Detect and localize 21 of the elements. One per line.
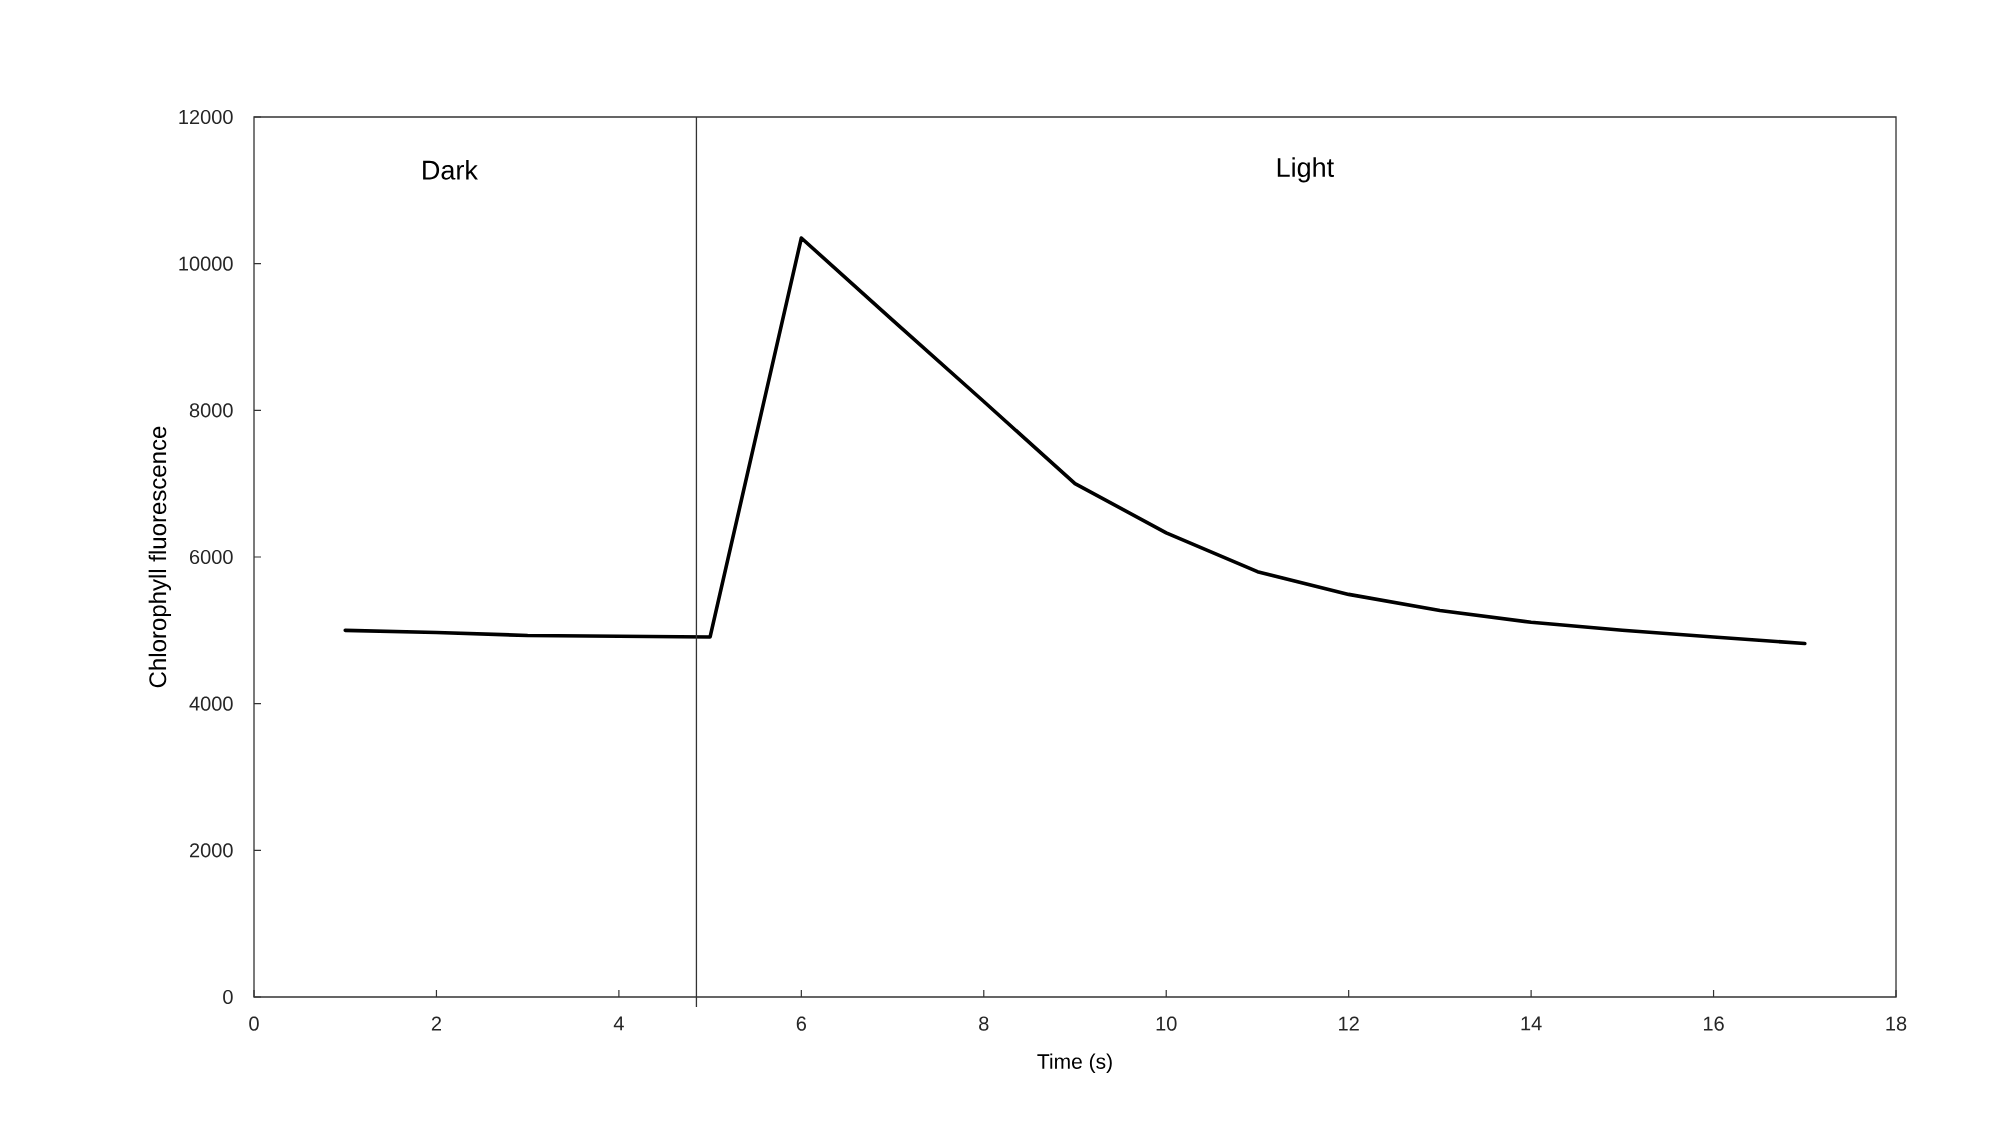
annotation: Light xyxy=(1277,157,1334,183)
x-tick-label: 16 xyxy=(1703,1016,1724,1031)
y-tick-label: 10000 xyxy=(179,256,233,271)
x-tick-label: 14 xyxy=(1521,1016,1542,1031)
y-tick-label: 6000 xyxy=(190,549,233,565)
y-tick-label: 8000 xyxy=(189,403,233,418)
y-axis-title: Chlorophyll fluorescence xyxy=(148,426,172,688)
y-tick-label: 0 xyxy=(223,989,233,1005)
x-tick-label: 18 xyxy=(1886,1016,1907,1031)
x-tick-label: 8 xyxy=(979,1016,989,1031)
x-tick-label: 0 xyxy=(249,1016,259,1031)
y-tick-label: 4000 xyxy=(189,696,233,711)
y-tick-label: 2000 xyxy=(189,843,233,858)
x-axis-title: Time (s) xyxy=(1037,1053,1112,1074)
annotation: Dark xyxy=(423,159,478,180)
x-tick-label: 6 xyxy=(796,1016,807,1031)
x-tick-label: 12 xyxy=(1339,1016,1359,1031)
x-tick-label: 10 xyxy=(1156,1016,1177,1031)
x-tick-label: 4 xyxy=(613,1016,624,1031)
x-tick-label: 2 xyxy=(431,1016,442,1031)
y-tick-label: 12000 xyxy=(179,109,233,125)
